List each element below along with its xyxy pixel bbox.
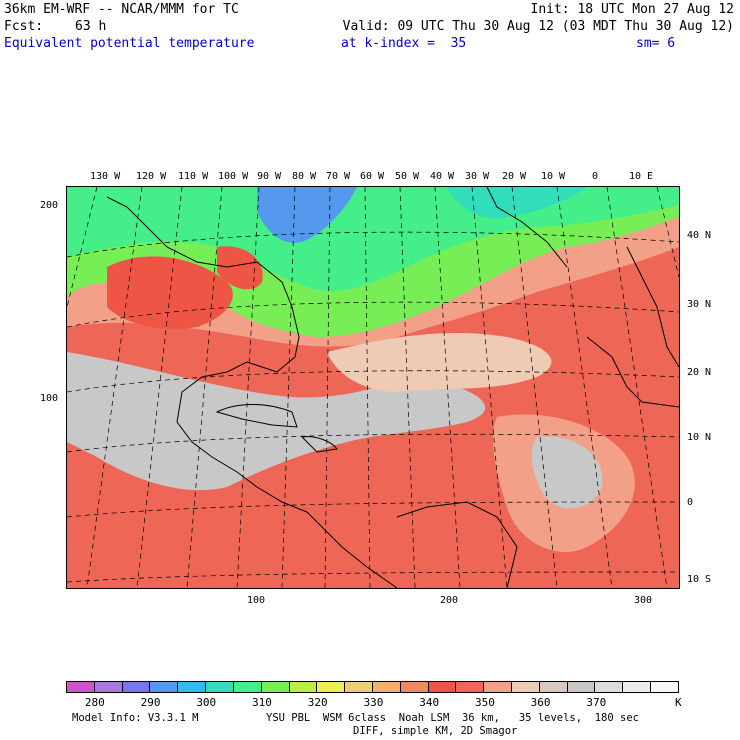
colorbar-swatch [233, 682, 262, 692]
forecast-label: Fcst: [4, 19, 44, 34]
smoothing-info: sm= 6 [636, 36, 676, 51]
colorbar-swatch [94, 682, 123, 692]
field-red-us [107, 256, 233, 329]
lon-label: 130 W [90, 171, 121, 182]
colorbar-swatch [651, 682, 678, 692]
colorbar-label: 340 [419, 696, 440, 709]
colorbar-label: 280 [84, 696, 105, 709]
lat-label: 10 N [687, 432, 712, 443]
field-red-ne [217, 246, 263, 290]
colorbar-swatch [372, 682, 401, 692]
lon-label: 50 W [395, 171, 420, 182]
map-plot [66, 186, 680, 589]
forecast-hour: 63 h [75, 19, 107, 34]
lat-label: 0 [687, 497, 694, 508]
lon-label: 0 [592, 171, 599, 182]
colorbar-swatch [317, 682, 346, 692]
colorbar-label: 330 [363, 696, 384, 709]
colorbar-swatch [567, 682, 596, 692]
colorbar-swatch [512, 682, 540, 692]
valid-time: Valid: 09 UTC Thu 30 Aug 12 (03 MDT Thu … [342, 19, 734, 34]
colorbar-swatch [289, 682, 318, 692]
colorbar-label: 310 [252, 696, 272, 709]
field-name: Equivalent potential temperature [4, 36, 255, 51]
colorbar-label: 300 [196, 696, 217, 709]
colorbar [66, 681, 679, 693]
lon-label: 60 W [360, 171, 385, 182]
lon-label: 120 W [136, 171, 167, 182]
diffusion-info: DIFF, simple KM, 2D Smagor [353, 725, 518, 737]
colorbar-swatch [539, 682, 568, 692]
model-info: Model Info: V3.3.1 M [72, 712, 199, 724]
colorbar-swatch [206, 682, 234, 692]
colorbar-label: 320 [307, 696, 328, 709]
field-blue [257, 187, 357, 243]
colorbar-swatch [150, 682, 179, 692]
colorbar-swatch [67, 682, 95, 692]
grid-x-label: 100 [247, 595, 266, 606]
init-time: Init: 18 UTC Mon 27 Aug 12 [530, 2, 735, 17]
colorbar-swatch [456, 682, 485, 692]
colorbar-label: 370 [586, 696, 607, 709]
physics-info: YSU PBL WSM 6class Noah LSM 36 km, 35 le… [266, 712, 639, 724]
colorbar-label: 290 [140, 696, 161, 709]
colorbar-swatch [261, 682, 290, 692]
field-tan [327, 332, 552, 392]
lat-label: 20 N [687, 367, 712, 378]
colorbar-swatch [122, 682, 151, 692]
grid-x-label: 300 [634, 595, 653, 606]
colorbar-swatch [484, 682, 512, 692]
model-title: 36km EM-WRF -- NCAR/MMM for TC [4, 2, 239, 17]
colorbar-swatch [595, 682, 624, 692]
grid-y-label: 200 [40, 200, 59, 211]
field-grey-2 [531, 436, 603, 509]
lon-label: 40 W [430, 171, 455, 182]
lat-label: 10 S [687, 574, 712, 585]
colorbar-swatch [623, 682, 652, 692]
lon-label: 10 W [541, 171, 566, 182]
lon-label: 10 E [629, 171, 654, 182]
colorbar-swatch [178, 682, 207, 692]
grid-y-label: 100 [40, 393, 59, 404]
lon-label: 20 W [502, 171, 527, 182]
colorbar-swatch [428, 682, 457, 692]
lon-label: 70 W [326, 171, 351, 182]
field-grey [67, 352, 486, 491]
level-info: at k-index = 35 [341, 36, 467, 51]
lat-label: 40 N [687, 230, 712, 241]
colorbar-label: 360 [530, 696, 551, 709]
colorbar-unit: K [675, 696, 682, 709]
colorbar-swatch [345, 682, 373, 692]
lon-label: 90 W [257, 171, 282, 182]
grid-x-label: 200 [440, 595, 459, 606]
lat-label: 30 N [687, 299, 712, 310]
lon-label: 80 W [292, 171, 317, 182]
lon-label: 110 W [178, 171, 209, 182]
colorbar-swatch [400, 682, 429, 692]
colorbar-label: 350 [474, 696, 495, 709]
field-teal-2 [447, 187, 587, 218]
lon-label: 100 W [218, 171, 249, 182]
lon-label: 30 W [465, 171, 490, 182]
